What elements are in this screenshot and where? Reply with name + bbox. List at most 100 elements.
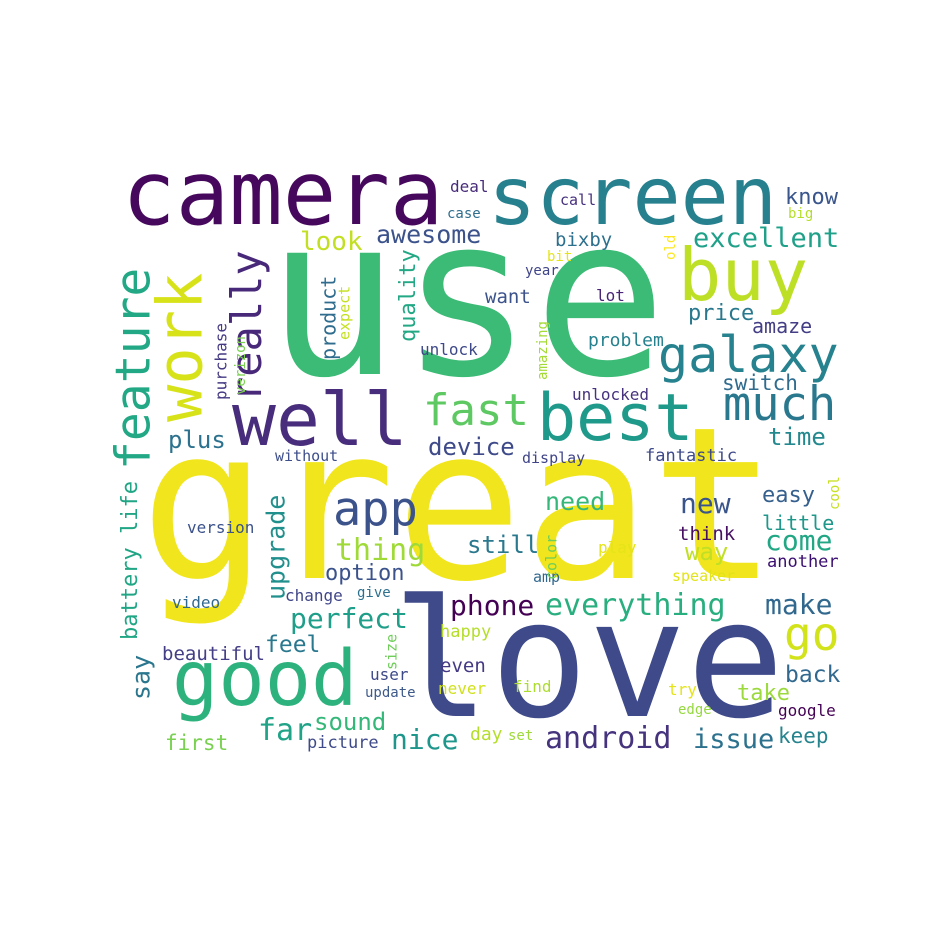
word: new xyxy=(680,487,731,520)
word: unlocked xyxy=(572,385,649,404)
word: well xyxy=(232,378,408,463)
word: expect xyxy=(336,286,354,340)
word: case xyxy=(447,206,481,222)
word: another xyxy=(767,552,839,572)
word: feel xyxy=(265,632,320,658)
word: really xyxy=(222,250,271,402)
word: way xyxy=(685,538,728,566)
word: big xyxy=(788,206,813,222)
word: use xyxy=(266,169,667,427)
word: plus xyxy=(168,426,226,454)
word: set xyxy=(508,728,533,744)
word: purchase xyxy=(211,323,230,400)
word: take xyxy=(737,681,790,706)
word: feature xyxy=(105,268,161,470)
word: look xyxy=(300,227,363,257)
word: time xyxy=(768,423,826,451)
word: thing xyxy=(335,533,425,568)
word: year xyxy=(525,263,559,279)
word: give xyxy=(357,585,391,601)
word: amp xyxy=(533,568,560,586)
word: need xyxy=(545,487,605,516)
word: deal xyxy=(450,177,489,196)
word: amazing xyxy=(535,321,551,380)
word: verizon xyxy=(233,336,249,395)
word: switch xyxy=(722,371,798,395)
word: amaze xyxy=(752,314,812,338)
word: love xyxy=(392,566,785,755)
word: update xyxy=(365,685,416,701)
word: device xyxy=(428,433,515,461)
word: best xyxy=(537,381,694,456)
word: work xyxy=(143,273,216,422)
word: cool xyxy=(827,476,843,510)
word: edge xyxy=(678,702,712,718)
word: back xyxy=(785,662,841,688)
word: find xyxy=(513,677,552,696)
word: make xyxy=(765,588,832,621)
word: phone xyxy=(450,589,534,622)
word: fantastic xyxy=(645,446,737,466)
word: excellent xyxy=(693,223,839,254)
word: picture xyxy=(307,733,379,753)
word: say xyxy=(127,655,156,700)
word: sound xyxy=(314,708,386,736)
word: bixby xyxy=(555,229,612,251)
word: keep xyxy=(778,724,829,748)
word: easy xyxy=(762,483,815,508)
word: try xyxy=(668,680,697,699)
word: without xyxy=(275,447,338,465)
word: price xyxy=(688,301,754,326)
word: know xyxy=(785,185,839,210)
word: nice xyxy=(391,723,458,756)
word: upgrade xyxy=(262,495,291,600)
word: good xyxy=(172,635,357,724)
word: battery life xyxy=(118,481,143,640)
word: size xyxy=(383,634,401,670)
word: version xyxy=(187,518,254,537)
word: camera xyxy=(122,141,444,245)
word: lot xyxy=(596,286,625,305)
word: bit xyxy=(547,249,572,265)
word: great xyxy=(140,381,778,628)
word: happy xyxy=(440,622,491,642)
word: beautiful xyxy=(162,643,265,665)
word: change xyxy=(285,586,343,605)
word: speaker xyxy=(672,567,735,585)
word: far xyxy=(258,713,312,748)
word: product xyxy=(317,276,341,360)
word: first xyxy=(165,731,228,755)
word: go xyxy=(784,607,839,661)
word: still xyxy=(467,531,539,559)
word: think xyxy=(678,523,736,545)
word: issue xyxy=(693,724,774,755)
word: screen xyxy=(488,150,777,243)
word: come xyxy=(765,524,832,557)
word: color xyxy=(543,535,561,580)
word: much xyxy=(723,377,836,432)
word: old xyxy=(663,235,679,260)
word: perfect xyxy=(290,602,408,635)
word: unlock xyxy=(420,340,478,359)
word: never xyxy=(438,679,487,698)
word: display xyxy=(522,449,585,467)
word: problem xyxy=(588,330,664,351)
word: little xyxy=(762,511,834,535)
word: buy xyxy=(678,233,808,317)
word: even xyxy=(440,655,486,677)
word: play xyxy=(598,538,637,557)
word: everything xyxy=(545,588,726,623)
word: call xyxy=(560,191,596,209)
word: quality xyxy=(396,249,421,342)
word: android xyxy=(545,721,671,756)
word: user xyxy=(370,665,409,684)
word: video xyxy=(172,593,220,612)
word: fast xyxy=(423,385,529,436)
word: google xyxy=(778,701,836,720)
word: app xyxy=(333,482,418,537)
word: awesome xyxy=(376,220,481,249)
word: galaxy xyxy=(658,326,839,384)
word: want xyxy=(485,286,531,308)
word: option xyxy=(325,561,404,586)
